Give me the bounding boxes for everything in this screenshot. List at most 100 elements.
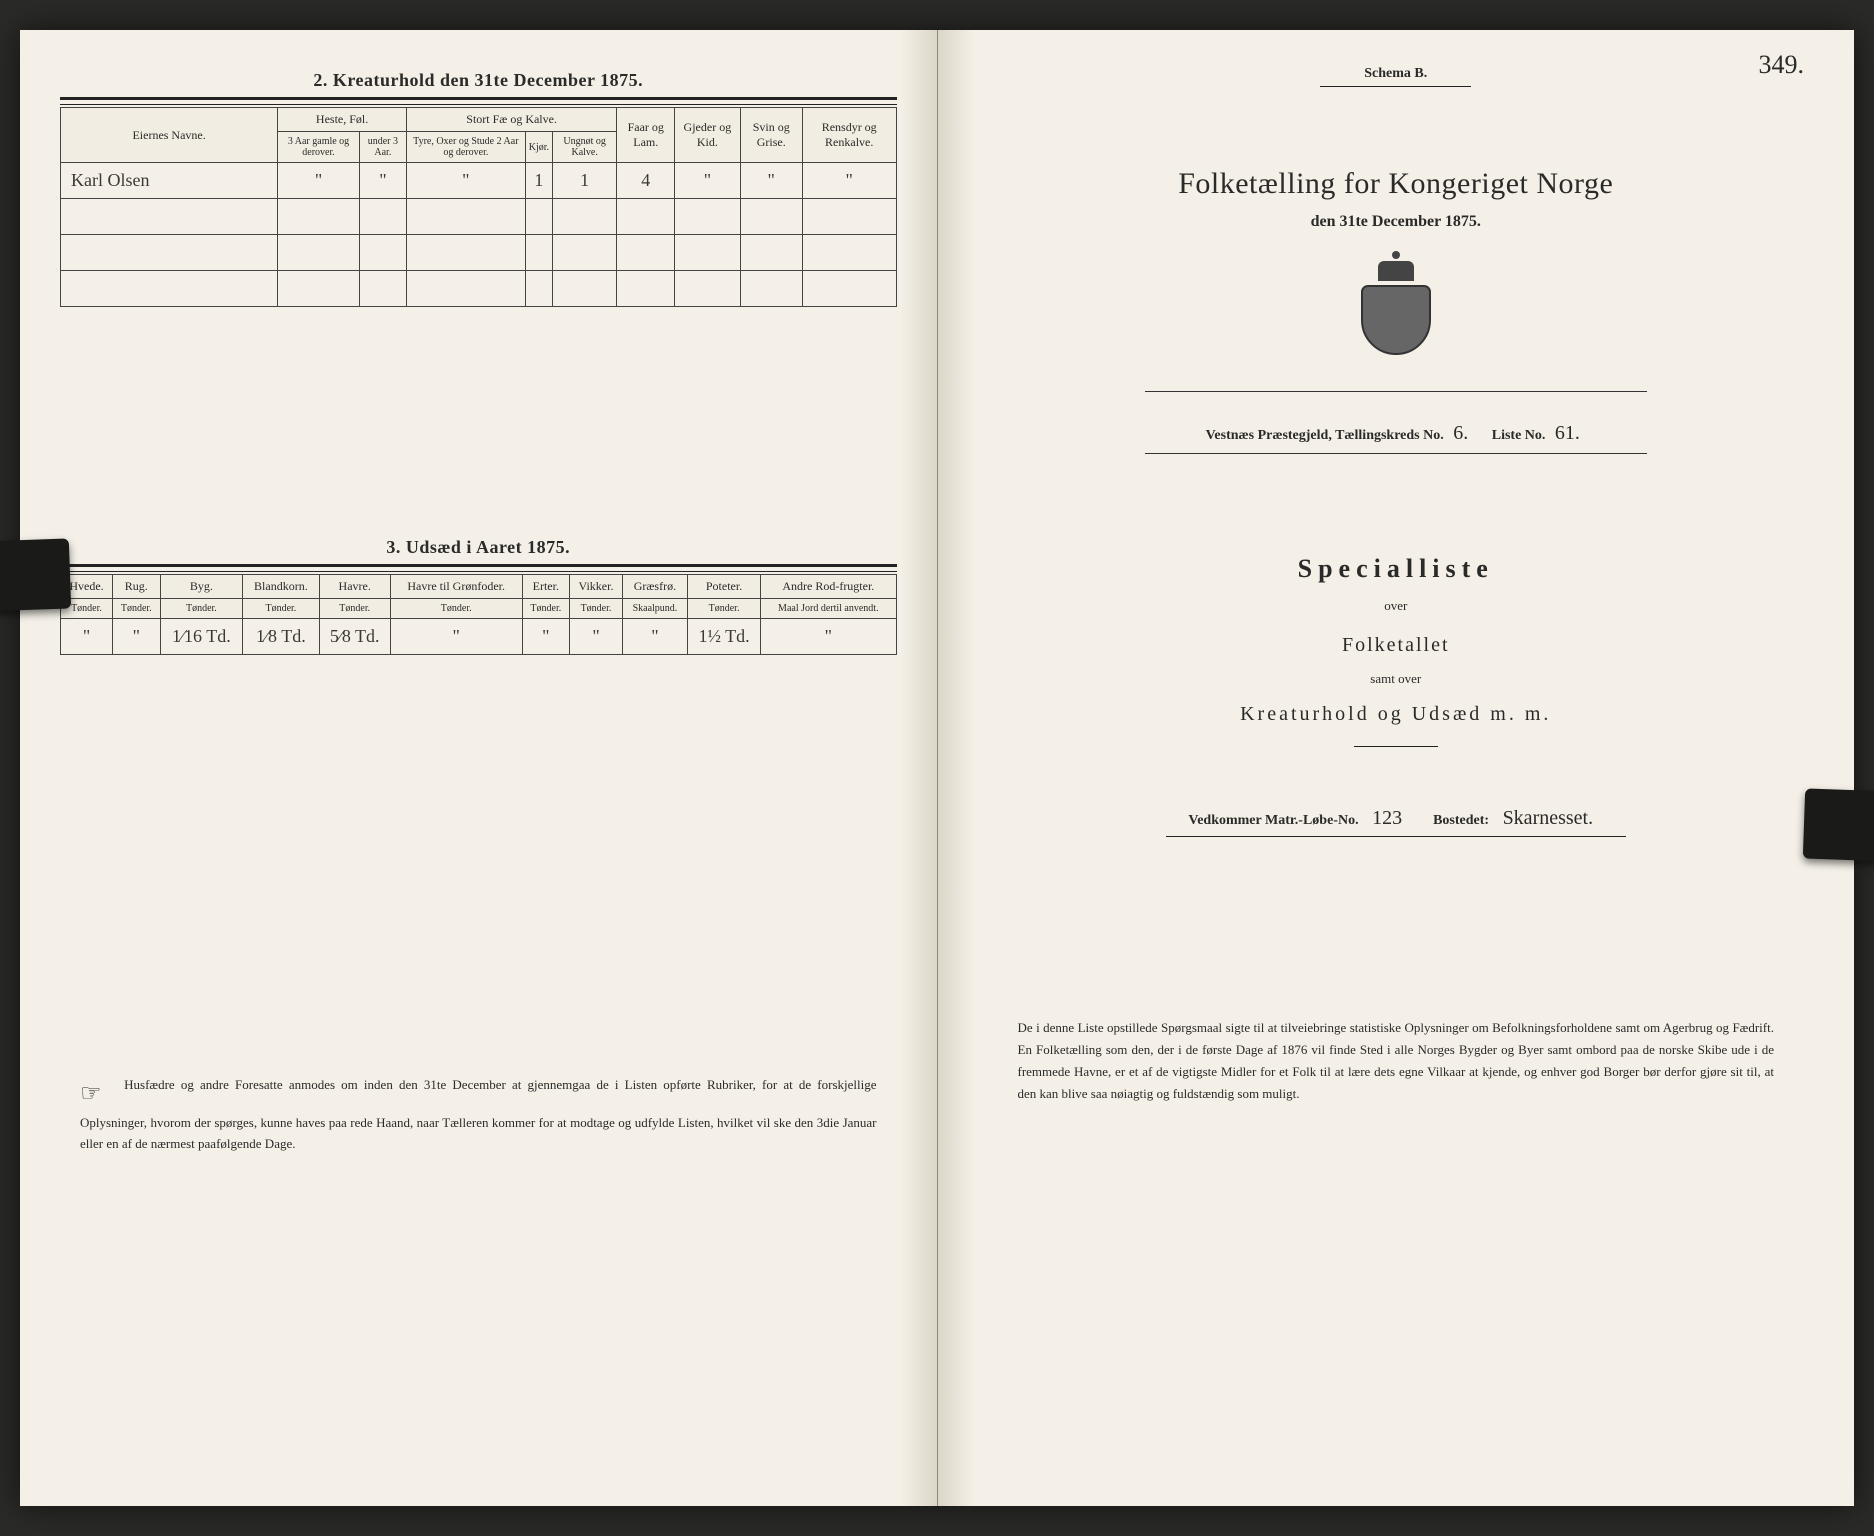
- cell: 1⁄8 Td.: [243, 619, 319, 655]
- h: Andre Rod-frugter.: [761, 575, 896, 599]
- table-row: Karl Olsen " " " 1 1 4 " " ": [61, 163, 897, 199]
- cell: 1: [553, 163, 617, 199]
- section-2-title: 2. Kreaturhold den 31te December 1875.: [60, 70, 897, 91]
- matr-no-value: 123: [1362, 807, 1412, 829]
- meta-prastegjeld: Vestnæs Præstegjeld, Tællingskreds No.: [1206, 428, 1444, 443]
- table-row-empty: [61, 235, 897, 271]
- bosted-label: Bostedet:: [1433, 813, 1489, 828]
- sub: Tønder.: [112, 599, 160, 619]
- archive-clip-right: [1803, 788, 1874, 861]
- table-kreaturhold: Eiernes Navne. Heste, Føl. Stort Fæ og K…: [60, 107, 897, 307]
- book-spread: 2. Kreaturhold den 31te December 1875. E…: [20, 30, 1854, 1506]
- h: Havre.: [319, 575, 390, 599]
- intro-paragraph: De i denne Liste opstillede Spørgsmaal s…: [1018, 1017, 1775, 1105]
- rule: [1145, 453, 1647, 454]
- cell: ": [761, 619, 896, 655]
- sub: Tønder.: [570, 599, 623, 619]
- sub: Skaalpund.: [622, 599, 687, 619]
- h: Byg.: [160, 575, 243, 599]
- over-label: over: [978, 598, 1815, 614]
- census-title: Folketælling for Kongeriget Norge: [978, 167, 1815, 201]
- rule: [60, 571, 897, 572]
- page-number: 349.: [1759, 50, 1805, 80]
- meta-liste-label: Liste No.: [1492, 428, 1546, 443]
- rule: [1354, 746, 1438, 747]
- cell: ": [622, 619, 687, 655]
- grp-stort: Stort Fæ og Kalve.: [406, 108, 616, 132]
- left-page: 2. Kreaturhold den 31te December 1875. E…: [20, 30, 938, 1506]
- sub-heste1: 3 Aar gamle og derover.: [278, 132, 360, 163]
- archive-clip-left: [0, 538, 71, 611]
- col-eier: Eiernes Navne.: [61, 108, 278, 163]
- rule: [60, 97, 897, 100]
- census-date: den 31te December 1875.: [978, 213, 1815, 231]
- cell: ": [390, 619, 522, 655]
- cell: ": [278, 163, 360, 199]
- census-meta-line: Vestnæs Præstegjeld, Tællingskreds No. 6…: [978, 422, 1815, 445]
- h: Græsfrø.: [622, 575, 687, 599]
- folketallet-label: Folketallet: [978, 634, 1815, 657]
- col-gjeder: Gjeder og Kid.: [675, 108, 740, 163]
- cell: 1½ Td.: [687, 619, 760, 655]
- cell: ": [112, 619, 160, 655]
- cell: 5⁄8 Td.: [319, 619, 390, 655]
- matr-label: Vedkommer Matr.-Løbe-No.: [1188, 813, 1358, 828]
- sub-stort3: Ungnøt og Kalve.: [553, 132, 617, 163]
- coat-of-arms-icon: [1356, 261, 1436, 361]
- cell: ": [406, 163, 525, 199]
- pointing-hand-icon: ☞: [80, 1075, 118, 1113]
- rule: [1166, 836, 1626, 837]
- rule: [1145, 391, 1647, 392]
- cell: ": [61, 619, 113, 655]
- sub-stort1: Tyre, Oxer og Stude 2 Aar og derover.: [406, 132, 525, 163]
- cell: 1: [525, 163, 552, 199]
- footnote-text: Husfædre og andre Foresatte anmodes om i…: [80, 1077, 877, 1151]
- sub: Tønder.: [687, 599, 760, 619]
- cell: ": [359, 163, 406, 199]
- right-page: 349. Schema B. Folketælling for Kongerig…: [938, 30, 1855, 1506]
- cell: 4: [617, 163, 675, 199]
- col-svin: Svin og Grise.: [740, 108, 802, 163]
- table-row-empty: [61, 199, 897, 235]
- bosted-value: Skarnesset.: [1493, 807, 1604, 829]
- meta-kreds-value: 6.: [1447, 422, 1474, 444]
- grp-heste: Heste, Føl.: [278, 108, 407, 132]
- rule: [60, 104, 897, 105]
- rule: [60, 564, 897, 567]
- cell: ": [740, 163, 802, 199]
- h: Erter.: [522, 575, 570, 599]
- table-udsaed: Hvede. Rug. Byg. Blandkorn. Havre. Havre…: [60, 574, 897, 655]
- schema-label: Schema B.: [978, 66, 1815, 82]
- cell: ": [570, 619, 623, 655]
- cell: 1⁄16 Td.: [160, 619, 243, 655]
- sub-heste2: under 3 Aar.: [359, 132, 406, 163]
- samt-label: samt over: [978, 671, 1815, 687]
- h: Havre til Grønfoder.: [390, 575, 522, 599]
- sub: Tønder.: [160, 599, 243, 619]
- sub-stort2: Kjør.: [525, 132, 552, 163]
- table-row: " " 1⁄16 Td. 1⁄8 Td. 5⁄8 Td. " " " " 1½ …: [61, 619, 897, 655]
- footnote-block: ☞ Husfædre og andre Foresatte anmodes om…: [60, 1075, 897, 1155]
- h: Rug.: [112, 575, 160, 599]
- table-row-empty: [61, 271, 897, 307]
- col-rensdyr: Rensdyr og Renkalve.: [802, 108, 896, 163]
- specialliste-title: Specialliste: [978, 554, 1815, 584]
- sub: Tønder.: [390, 599, 522, 619]
- h: Vikker.: [570, 575, 623, 599]
- h: Poteter.: [687, 575, 760, 599]
- cell: ": [802, 163, 896, 199]
- kreatur-label: Kreaturhold og Udsæd m. m.: [978, 703, 1815, 726]
- sub: Tønder.: [522, 599, 570, 619]
- sub: Tønder.: [319, 599, 390, 619]
- h: Blandkorn.: [243, 575, 319, 599]
- cell-name: Karl Olsen: [61, 163, 278, 199]
- cell: ": [675, 163, 740, 199]
- col-faar: Faar og Lam.: [617, 108, 675, 163]
- cell: ": [522, 619, 570, 655]
- matr-line: Vedkommer Matr.-Løbe-No. 123 Bostedet: S…: [978, 807, 1815, 830]
- rule: [1320, 86, 1471, 87]
- meta-liste-value: 61.: [1549, 422, 1586, 444]
- section-3-title: 3. Udsæd i Aaret 1875.: [60, 537, 897, 558]
- sub: Maal Jord dertil anvendt.: [761, 599, 896, 619]
- sub: Tønder.: [243, 599, 319, 619]
